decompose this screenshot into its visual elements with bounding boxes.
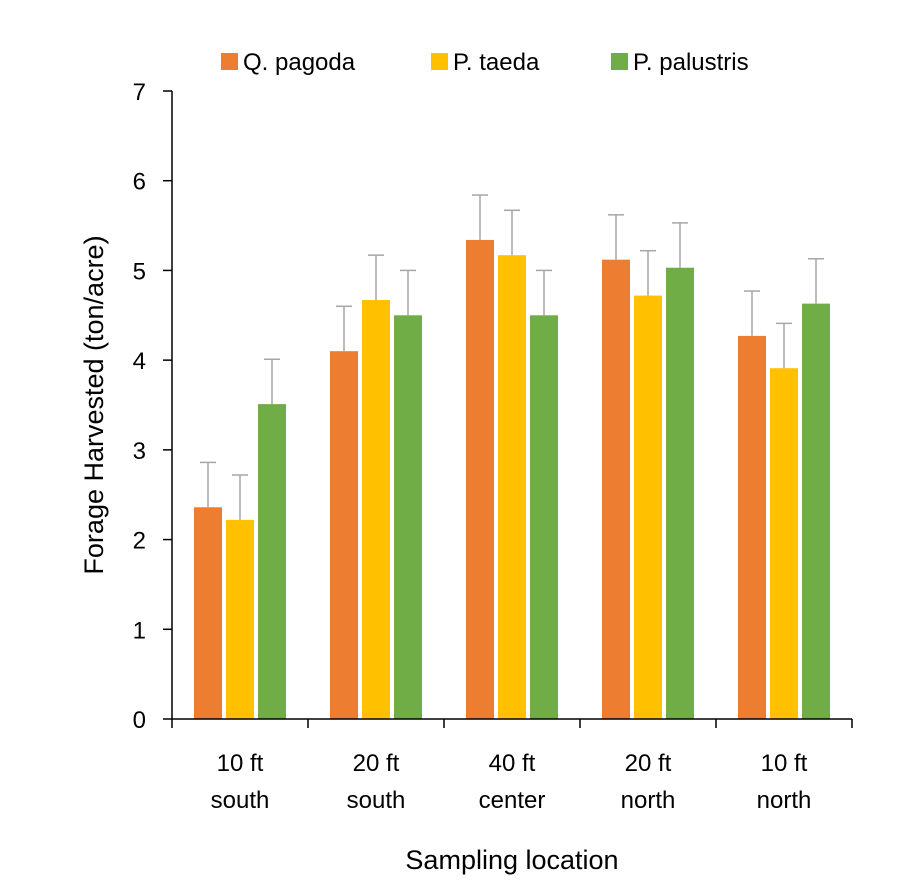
axes	[171, 91, 852, 720]
y-tick-label: 2	[133, 528, 146, 555]
y-tick-label: 3	[133, 438, 146, 465]
bar	[738, 335, 766, 719]
x-category-label: north	[621, 787, 676, 814]
y-tick-label: 6	[133, 169, 146, 196]
x-category-label: 40 ft	[489, 750, 536, 777]
legend-label: P. taeda	[453, 49, 540, 76]
legend-swatch	[431, 53, 448, 70]
plot-area	[194, 194, 830, 720]
x-category-label: 10 ft	[217, 750, 264, 777]
bar	[466, 239, 494, 719]
bar	[530, 315, 558, 719]
x-category-label: 20 ft	[353, 750, 400, 777]
legend-label: Q. pagoda	[243, 49, 356, 76]
y-axis-title: Forage Harvested (ton/acre)	[79, 235, 109, 574]
legend: Q. pagoda P. taeda P. palustris	[221, 49, 749, 76]
bar	[666, 267, 694, 719]
x-category-label: north	[757, 787, 812, 814]
x-axis-categories: 10 ft south 20 ft south 40 ft center 20 ft nort…	[171, 719, 853, 814]
bar	[258, 404, 286, 719]
y-tick-label: 7	[133, 79, 146, 106]
bar	[634, 295, 662, 719]
legend-swatch	[611, 53, 628, 70]
bar	[330, 351, 358, 719]
legend-label: P. palustris	[633, 49, 749, 76]
x-category-label: center	[479, 787, 546, 814]
bar	[602, 259, 630, 719]
bar	[362, 300, 390, 719]
x-axis-title: Sampling location	[405, 845, 618, 875]
bar	[770, 368, 798, 719]
bar	[394, 315, 422, 719]
y-tick-label: 4	[133, 348, 146, 375]
bar	[226, 519, 254, 719]
y-tick-label: 0	[133, 707, 146, 734]
legend-swatch	[221, 53, 238, 70]
y-axis-ticks: 0 1 2 3 4 5 6 7	[133, 79, 172, 734]
bar	[498, 255, 526, 720]
bar	[194, 507, 222, 719]
x-category-label: 10 ft	[761, 750, 808, 777]
x-category-label: south	[347, 787, 406, 814]
x-category-label: south	[211, 787, 270, 814]
bar	[802, 303, 830, 719]
x-category-label: 20 ft	[625, 750, 672, 777]
y-tick-label: 1	[133, 617, 146, 644]
y-tick-label: 5	[133, 258, 146, 285]
